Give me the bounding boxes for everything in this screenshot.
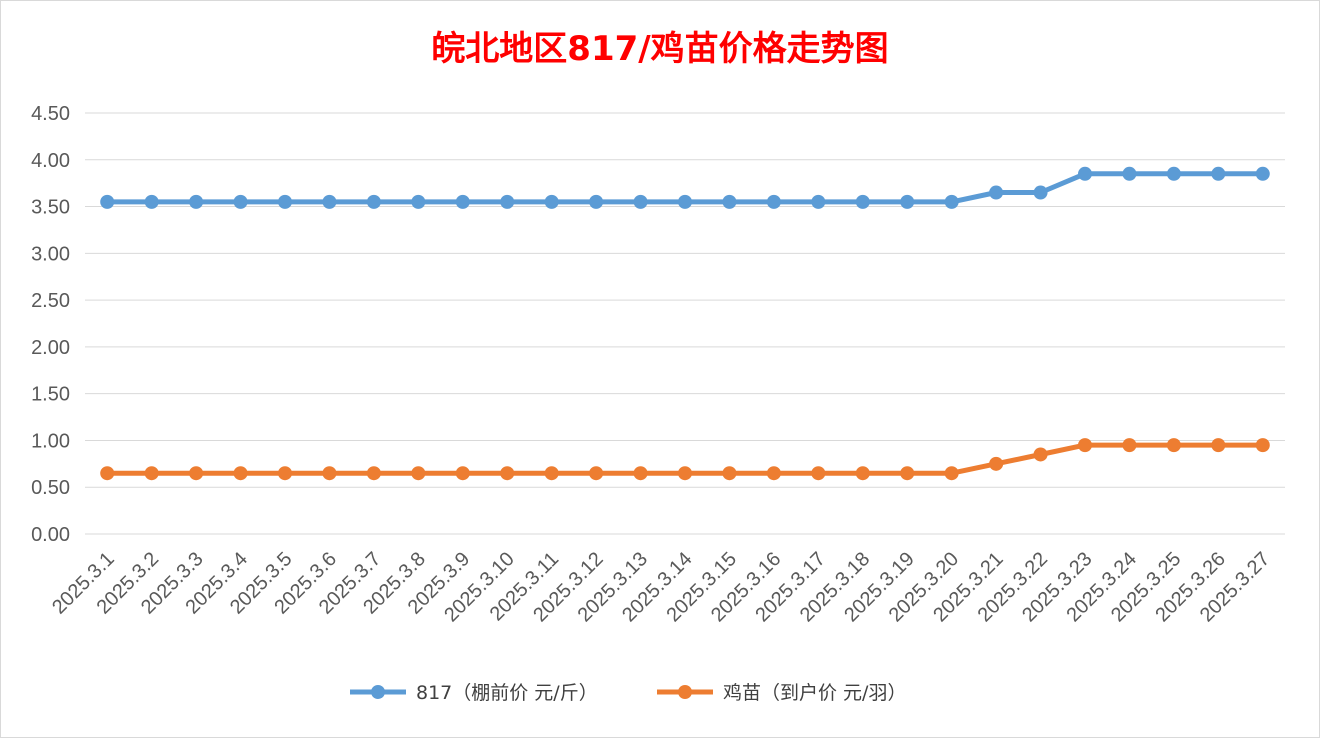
legend-label: 鸡苗（到户价 元/羽）: [723, 682, 906, 704]
y-axis-ticks: 0.00 0.50 1.00 1.50 2.00 2.50 3.00 3.50 4.00 4.50: [31, 103, 70, 546]
data-point: [1033, 447, 1048, 462]
legend-label: 817（棚前价 元/斤）: [416, 682, 598, 704]
data-point: [1255, 166, 1270, 181]
legend-item: 817（棚前价 元/斤）: [350, 682, 598, 704]
data-point: [455, 194, 470, 209]
data-point: [1255, 438, 1270, 453]
data-point: [1122, 166, 1137, 181]
series-1: [100, 438, 1270, 481]
data-point: [811, 466, 826, 481]
y-tick-label: 4.00: [31, 150, 70, 172]
data-point: [589, 194, 604, 209]
y-tick-label: 0.00: [31, 524, 70, 546]
data-point: [544, 194, 559, 209]
data-point: [722, 194, 737, 209]
y-tick-label: 1.50: [31, 384, 70, 406]
data-point: [811, 194, 826, 209]
gridlines: [85, 112, 1285, 535]
data-point: [1211, 166, 1226, 181]
y-tick-label: 3.00: [31, 243, 70, 265]
data-point: [544, 466, 559, 481]
data-point: [144, 194, 159, 209]
data-point: [944, 194, 959, 209]
data-point: [766, 194, 781, 209]
legend-marker: [371, 685, 385, 699]
data-point: [1033, 185, 1048, 200]
data-point: [1166, 166, 1181, 181]
data-point: [189, 466, 204, 481]
data-point: [233, 466, 248, 481]
data-point: [1078, 438, 1092, 453]
data-point: [500, 194, 515, 209]
y-tick-label: 4.50: [31, 103, 70, 125]
series-layer: [100, 166, 1270, 481]
data-point: [322, 194, 337, 209]
y-tick-label: 1.00: [31, 430, 70, 452]
y-tick-label: 3.50: [31, 197, 70, 219]
data-point: [278, 194, 292, 209]
legend-item: 鸡苗（到户价 元/羽）: [657, 682, 906, 704]
data-point: [1166, 438, 1181, 453]
data-point: [1078, 166, 1092, 181]
data-point: [366, 194, 381, 209]
data-point: [633, 466, 648, 481]
data-point: [411, 194, 426, 209]
chart-title: 皖北地区817/鸡苗价格走势图: [431, 29, 888, 69]
data-point: [455, 466, 470, 481]
y-tick-label: 2.00: [31, 337, 70, 359]
y-tick-label: 0.50: [31, 477, 70, 499]
legend-marker: [678, 685, 692, 699]
data-point: [144, 466, 159, 481]
data-point: [855, 466, 870, 481]
data-point: [944, 466, 959, 481]
data-point: [678, 194, 692, 209]
data-point: [766, 466, 781, 481]
data-point: [989, 456, 1004, 471]
data-point: [678, 466, 692, 481]
data-point: [500, 466, 515, 481]
data-point: [1122, 438, 1137, 453]
data-point: [900, 466, 915, 481]
data-point: [989, 185, 1004, 200]
y-tick-label: 2.50: [31, 290, 70, 312]
data-point: [589, 466, 604, 481]
data-point: [855, 194, 870, 209]
legend: 817（棚前价 元/斤） 鸡苗（到户价 元/羽）: [350, 682, 906, 704]
data-point: [278, 466, 292, 481]
data-point: [411, 466, 426, 481]
data-point: [900, 194, 915, 209]
data-point: [100, 466, 115, 481]
data-point: [189, 194, 204, 209]
data-point: [100, 194, 115, 209]
data-point: [366, 466, 381, 481]
series-0: [100, 166, 1270, 209]
data-point: [1211, 438, 1226, 453]
data-point: [322, 466, 337, 481]
data-point: [233, 194, 248, 209]
data-point: [722, 466, 737, 481]
data-point: [633, 194, 648, 209]
